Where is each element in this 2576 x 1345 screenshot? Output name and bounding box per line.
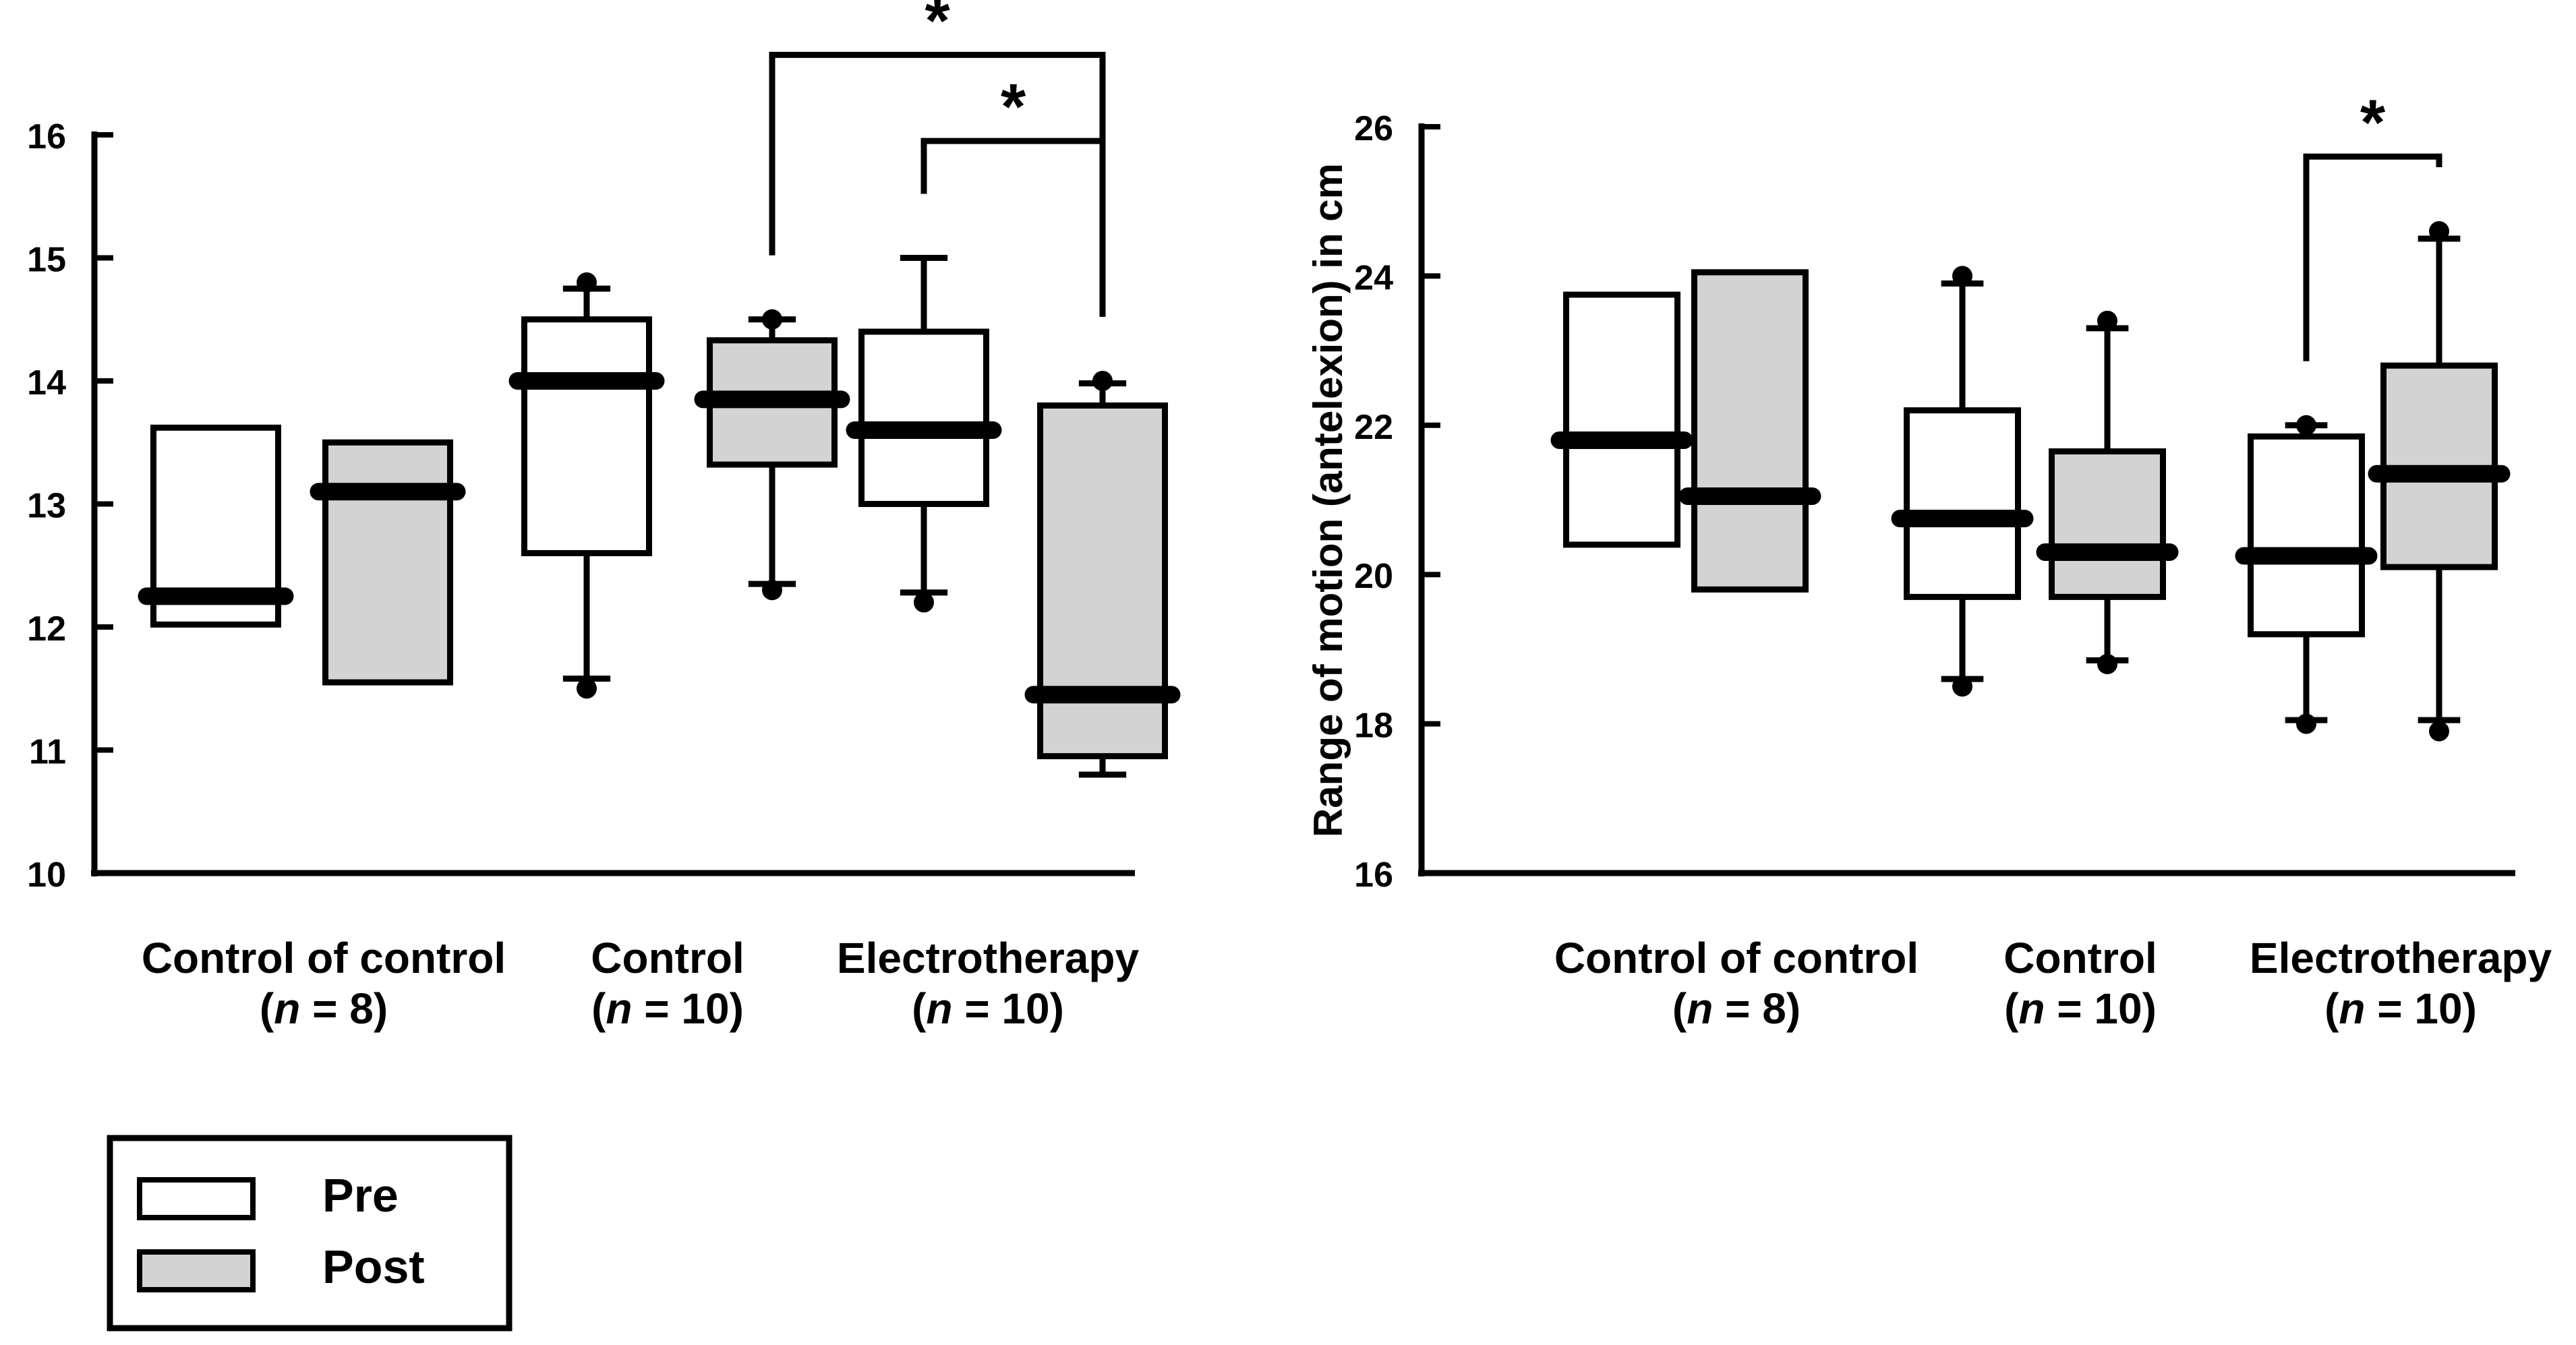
- c0-category-label-2: Electrotherapy: [837, 934, 1140, 982]
- c0-box-1-iqr: [322, 439, 453, 686]
- c1-y-axis-label: Range of motion (antelexion) in cm: [1306, 163, 1351, 837]
- c0-box-2-iqr: [521, 316, 652, 556]
- chart-left: 10 11 12 13 14 15 16 Control of control(n = 8) C…: [27, 0, 1181, 1033]
- c1-box-5-outlier-high: [2429, 220, 2449, 241]
- c1-box-4-outlier-high: [2296, 415, 2316, 436]
- c1-box-5-outlier-low: [2429, 721, 2449, 742]
- c0-significance-bracket-1: [920, 138, 1106, 317]
- c1-y-tick-label-20: 20: [1354, 557, 1393, 596]
- c0-significance-label-0: *: [925, 0, 950, 57]
- c1-category-label-1: Control: [2003, 934, 2157, 982]
- c1-box-4-iqr: [2248, 433, 2365, 638]
- c0-box-5-iqr: [1037, 402, 1168, 760]
- c1-box-3-outlier-high: [2097, 310, 2117, 331]
- c0-category-label-1: Control: [591, 934, 744, 982]
- c0-category-n-label-0: (n = 8): [260, 984, 388, 1033]
- c0-y-tick-label-11: 11: [29, 733, 66, 772]
- c0-y-tick-label-13: 13: [27, 487, 66, 526]
- c1-box-2-outlier-low: [1952, 676, 1972, 697]
- c1-box-1-iqr: [1691, 269, 1809, 593]
- c1-y-tick-label-24: 24: [1354, 258, 1393, 297]
- c1-box-4-outlier-low: [2296, 713, 2316, 734]
- c1-box-3-iqr: [2049, 448, 2166, 600]
- c1-category-n-label-0: (n = 8): [1672, 984, 1801, 1033]
- c1-box-0-iqr: [1563, 291, 1680, 548]
- c1-category-n-label-1: (n = 10): [2004, 984, 2157, 1033]
- c0-y-tick-label-16: 16: [27, 117, 66, 156]
- c0-box-3-outlier-high: [762, 309, 782, 330]
- c0-box-5-outlier-high: [1092, 371, 1113, 391]
- c0-y-tick-label-10: 10: [27, 856, 66, 895]
- c0-category-label-0: Control of control: [142, 934, 506, 982]
- c1-y-tick-label-16: 16: [1354, 856, 1393, 895]
- c1-box-2-outlier-high: [1952, 266, 1972, 287]
- c0-box-4-outlier-low: [914, 592, 934, 613]
- c0-box-2-outlier-high: [577, 272, 597, 293]
- c1-y-tick-label-26: 26: [1354, 109, 1393, 148]
- legend-frame: [107, 1135, 513, 1332]
- c0-box-4-iqr: [858, 328, 989, 507]
- c0-box-3-outlier-low: [762, 580, 782, 601]
- c0-significance-bracket-0: [769, 51, 1106, 317]
- legend-swatch-pre: [137, 1177, 256, 1220]
- c1-box-2-iqr: [1904, 407, 2021, 600]
- c1-significance-label-0: *: [2360, 86, 2386, 158]
- c0-category-n-label-1: (n = 10): [591, 984, 744, 1033]
- c1-category-label-0: Control of control: [1554, 934, 1919, 982]
- c1-significance-bracket-0: [2303, 153, 2442, 361]
- c1-y-tick-label-18: 18: [1354, 707, 1393, 746]
- c0-y-tick-label-14: 14: [27, 363, 66, 402]
- c0-category-n-label-2: (n = 10): [912, 984, 1064, 1033]
- legend: Pre Post: [107, 1135, 513, 1332]
- c0-y-tick-label-12: 12: [27, 609, 66, 649]
- c1-box-3-outlier-low: [2097, 654, 2117, 675]
- legend-swatch-post: [137, 1249, 256, 1292]
- legend-label-pre: Pre: [322, 1169, 399, 1222]
- c0-box-2-outlier-low: [577, 678, 597, 699]
- c0-significance-label-1: *: [1001, 71, 1026, 143]
- c1-category-label-2: Electrotherapy: [2250, 934, 2552, 982]
- c0-y-tick-label-15: 15: [27, 241, 66, 280]
- legend-label-post: Post: [322, 1241, 425, 1293]
- c1-y-tick-label-22: 22: [1354, 408, 1393, 447]
- c1-category-n-label-2: (n = 10): [2324, 984, 2477, 1033]
